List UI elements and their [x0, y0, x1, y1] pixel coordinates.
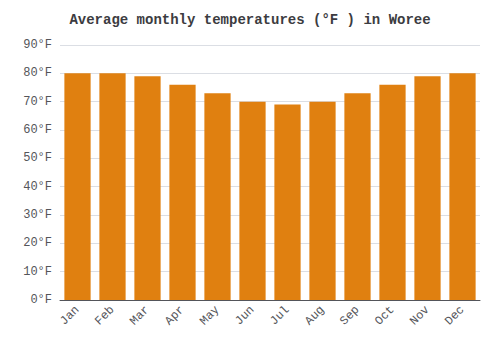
- svg-text:0°F: 0°F: [30, 293, 52, 307]
- svg-text:Mar: Mar: [127, 303, 152, 328]
- svg-text:Dec: Dec: [442, 303, 467, 328]
- svg-text:20°F: 20°F: [23, 236, 52, 250]
- svg-text:60°F: 60°F: [23, 123, 52, 137]
- svg-text:Aug: Aug: [302, 303, 327, 328]
- svg-text:May: May: [197, 303, 222, 328]
- svg-text:90°F: 90°F: [23, 38, 52, 52]
- svg-text:Jul: Jul: [267, 303, 292, 328]
- svg-text:50°F: 50°F: [23, 151, 52, 165]
- svg-text:Nov: Nov: [407, 303, 432, 328]
- svg-text:40°F: 40°F: [23, 180, 52, 194]
- svg-text:70°F: 70°F: [23, 95, 52, 109]
- svg-text:Jan: Jan: [57, 303, 82, 328]
- svg-text:Sep: Sep: [337, 303, 362, 328]
- svg-text:80°F: 80°F: [23, 66, 52, 80]
- svg-text:Jun: Jun: [232, 303, 257, 328]
- svg-text:Feb: Feb: [92, 303, 117, 328]
- svg-text:Oct: Oct: [372, 303, 397, 328]
- svg-text:30°F: 30°F: [23, 208, 52, 222]
- svg-text:Apr: Apr: [162, 303, 187, 328]
- svg-text:Average monthly temperatures (: Average monthly temperatures (°F ) in Wo…: [69, 12, 430, 28]
- svg-text:10°F: 10°F: [23, 265, 52, 279]
